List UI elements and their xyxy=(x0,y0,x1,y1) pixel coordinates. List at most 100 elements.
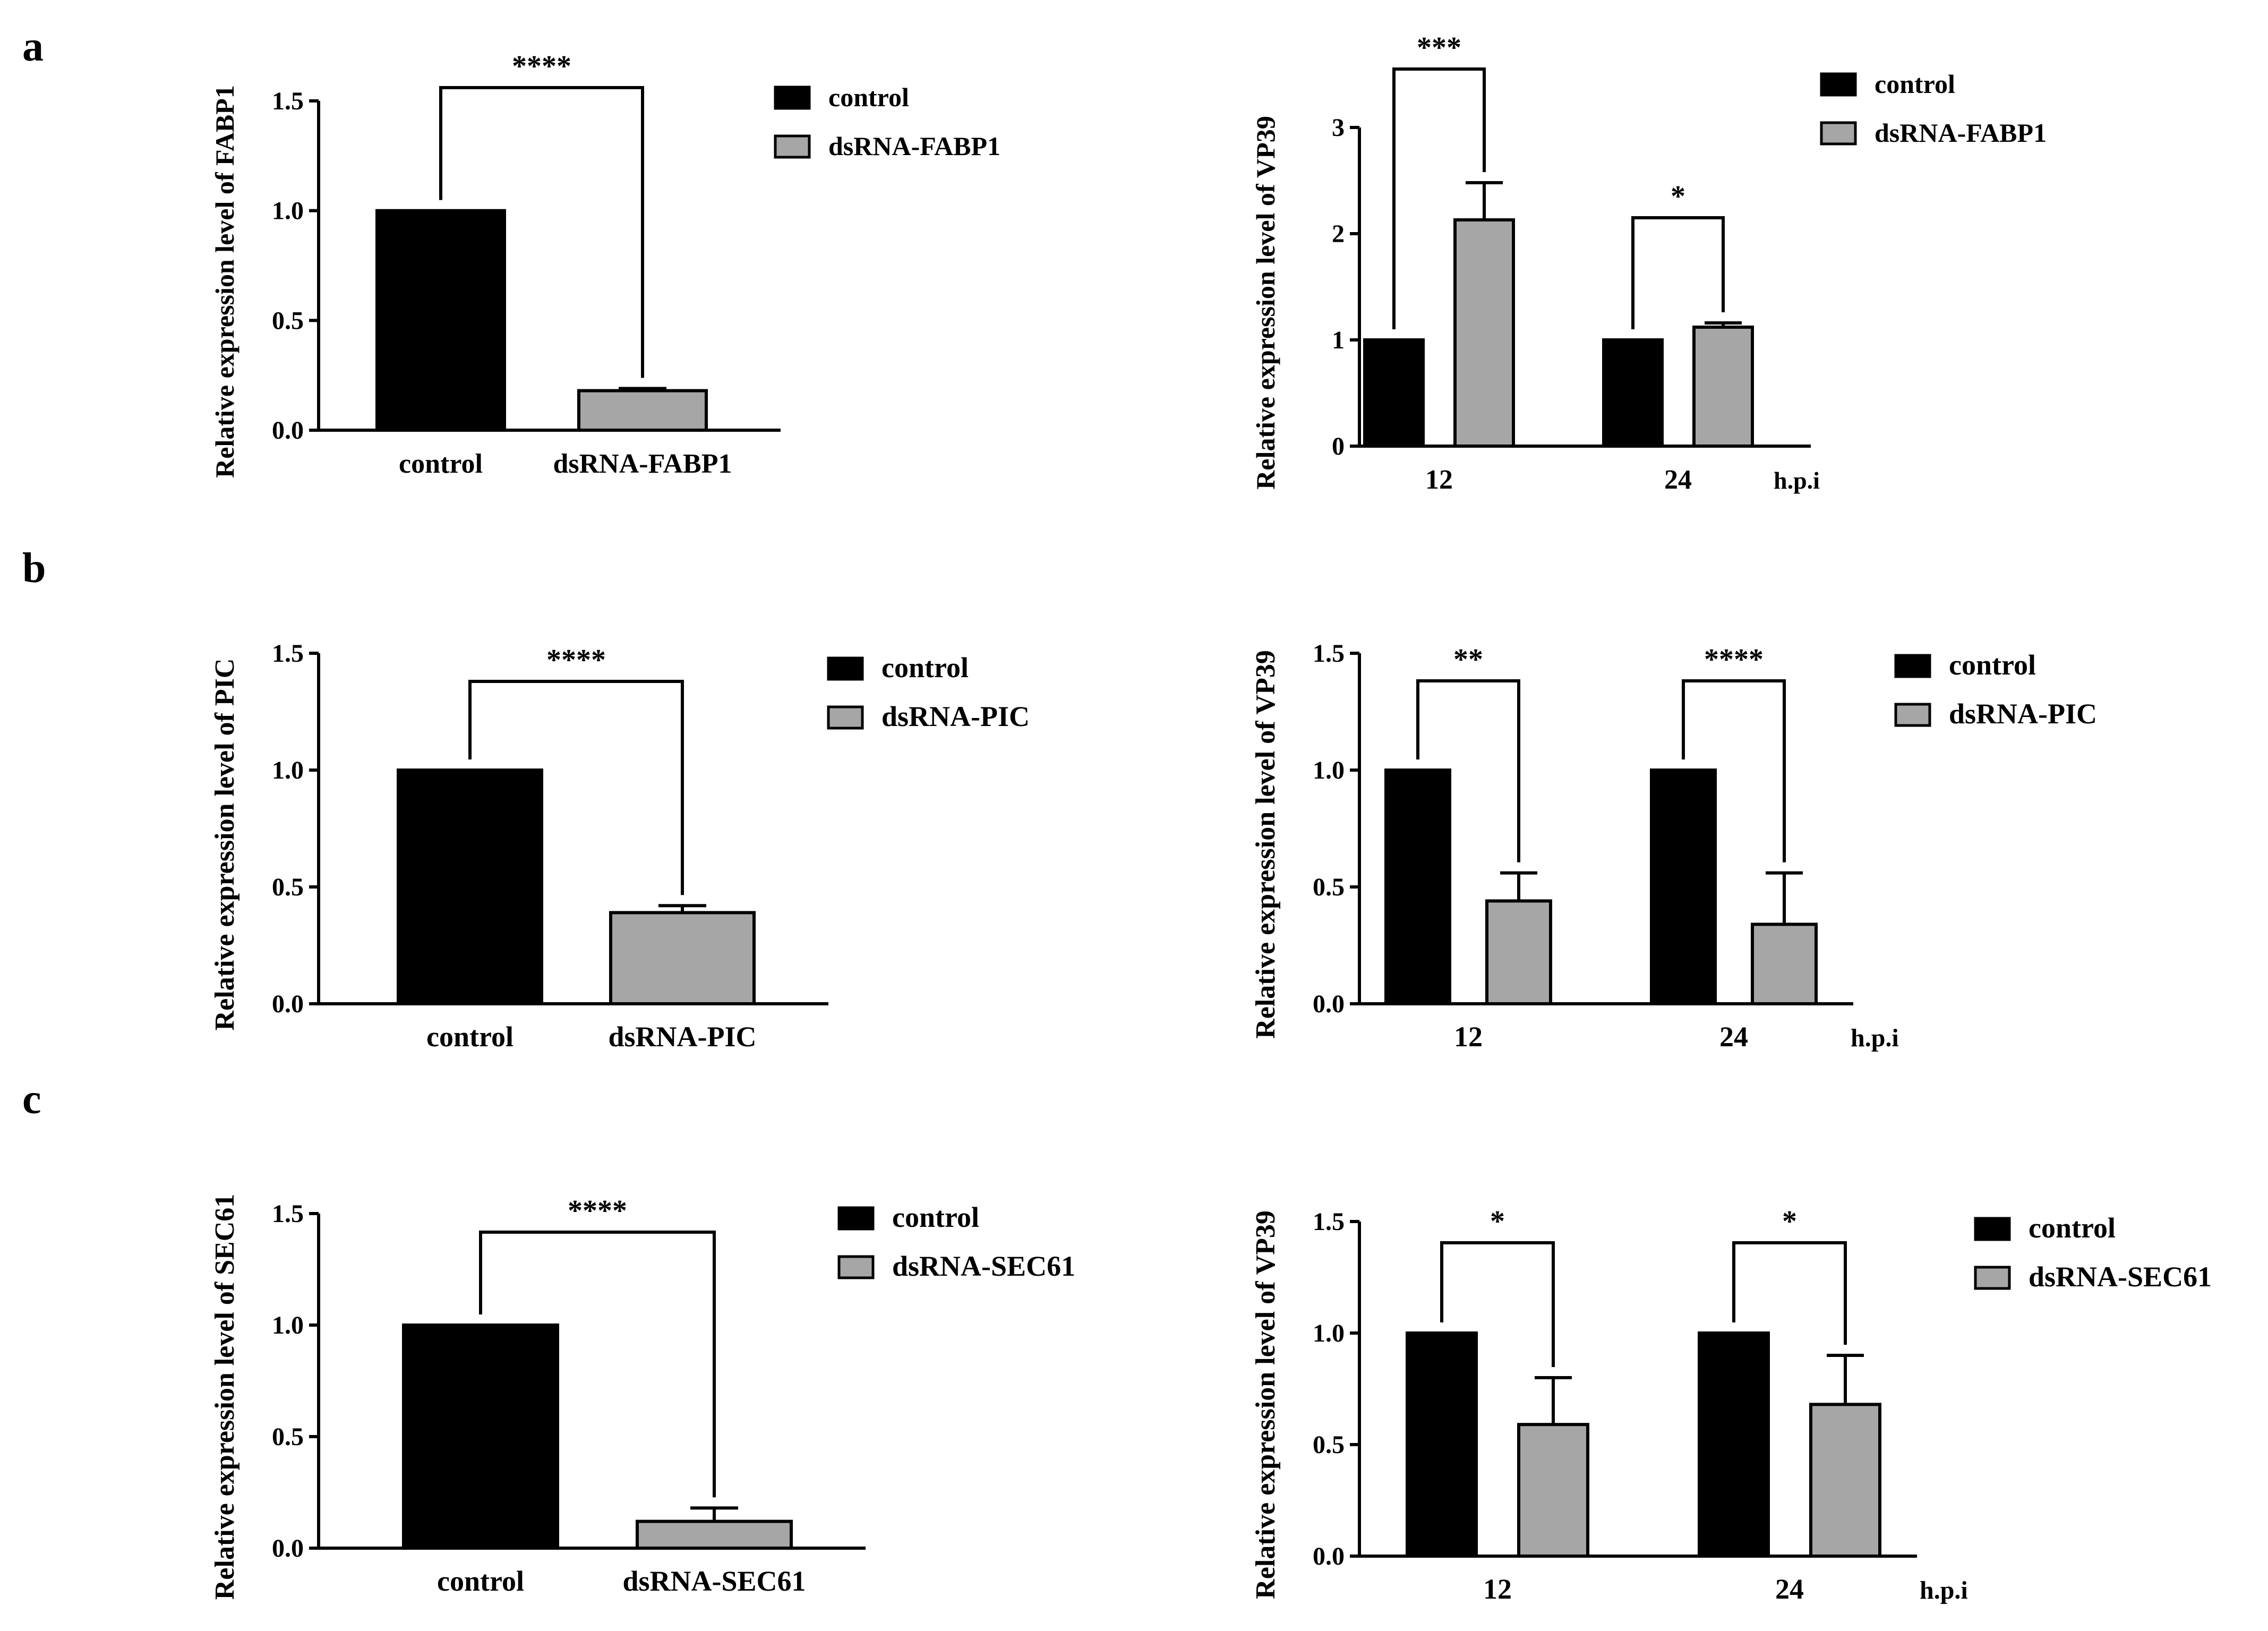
legend-swatch-control xyxy=(774,86,811,110)
x-tick-label: 24 xyxy=(1664,465,1692,495)
legend-label-treatment: dsRNA-SEC61 xyxy=(2029,1261,2212,1293)
y-tick-label: 1.0 xyxy=(1313,756,1345,784)
panel-label-b: b xyxy=(22,545,46,592)
x-tick-label: 24 xyxy=(1719,1021,1748,1053)
y-tick-label: 0.5 xyxy=(272,873,304,901)
bar-control xyxy=(1698,1331,1770,1558)
x-tick-label: control xyxy=(426,1021,513,1053)
y-tick-label: 1.0 xyxy=(272,1311,304,1339)
x-tick-label: 12 xyxy=(1454,1021,1483,1053)
y-tick-label: 1.5 xyxy=(272,1200,304,1228)
x-tick-label: control xyxy=(437,1565,524,1597)
y-tick-label: 3 xyxy=(1332,114,1345,142)
y-axis-label: Relative expression level of FABP1 xyxy=(210,85,239,478)
y-axis-label: Relative expression level of PIC xyxy=(210,659,240,1031)
chart-pic-knockdown: Relative expression level of PIC 0.0 0.5 1.… xyxy=(210,639,1030,1053)
significance-label: **** xyxy=(568,1194,627,1227)
significance-bracket xyxy=(1682,679,1786,863)
y-tick-label: 1 xyxy=(1332,326,1345,354)
y-tick-label: 0.0 xyxy=(1313,1542,1345,1570)
chart-fabp1-knockdown: Relative expression level of FABP1 0.0 0.5… xyxy=(210,50,1000,479)
legend-label-control: control xyxy=(1949,649,2036,681)
legend-swatch-treatment xyxy=(1974,1266,2011,1290)
bar-treatment xyxy=(636,1519,793,1550)
y-tick-label: 0.0 xyxy=(272,416,304,445)
legend-label-treatment: dsRNA-FABP1 xyxy=(828,131,1000,161)
significance-bracket xyxy=(1440,1241,1555,1367)
bar-treatment xyxy=(1751,923,1818,1006)
bar-control xyxy=(397,768,543,1005)
legend-label-treatment: dsRNA-PIC xyxy=(1949,698,2097,730)
significance-label: * xyxy=(1490,1205,1505,1238)
bar-control xyxy=(402,1323,559,1550)
y-tick-label: 1.0 xyxy=(272,756,304,784)
legend-swatch-control xyxy=(1974,1217,2011,1241)
legend-label-control: control xyxy=(2029,1212,2116,1244)
y-axis-label: Relative expression level of VP39 xyxy=(1251,116,1280,490)
legend-label-control: control xyxy=(881,652,969,684)
legend-label-treatment: dsRNA-FABP1 xyxy=(1875,118,2047,148)
y-tick-label: 1.5 xyxy=(1313,1208,1345,1236)
legend-swatch-control xyxy=(1894,654,1931,678)
bar-treatment xyxy=(1453,218,1515,448)
chart-vp39-after-pic: Relative expression level of VP39 0.0 0.5 1… xyxy=(1251,639,2097,1053)
x-tick-label: dsRNA-FABP1 xyxy=(553,449,732,479)
legend-swatch-treatment xyxy=(837,1255,875,1279)
significance-label: * xyxy=(1671,180,1685,213)
x-unit-label: h.p.i xyxy=(1774,467,1820,494)
significance-label: **** xyxy=(546,644,606,677)
y-tick-label: 1.5 xyxy=(272,87,304,115)
y-tick-label: 2 xyxy=(1332,220,1345,248)
chart-vp39-after-fabp1: Relative expression level of VP39 012312*… xyxy=(1251,31,2047,495)
legend-swatch-treatment xyxy=(827,705,864,730)
significance-bracket xyxy=(1416,679,1520,863)
x-tick-label: 12 xyxy=(1425,465,1453,495)
significance-label: *** xyxy=(1417,31,1461,64)
y-tick-label: 1.5 xyxy=(1313,639,1345,668)
bar-treatment xyxy=(577,389,708,432)
y-tick-label: 0 xyxy=(1332,432,1345,460)
x-unit-label: h.p.i xyxy=(1920,1576,1968,1604)
bar-treatment xyxy=(1517,1423,1589,1558)
bar-treatment xyxy=(609,911,756,1006)
y-tick-label: 0.5 xyxy=(1313,873,1345,901)
significance-bracket xyxy=(439,86,644,378)
legend-label-treatment: dsRNA-PIC xyxy=(881,701,1030,732)
legend-label-treatment: dsRNA-SEC61 xyxy=(892,1250,1075,1282)
legend-swatch-treatment xyxy=(1894,703,1931,727)
x-unit-label: h.p.i xyxy=(1851,1024,1899,1052)
legend-swatch-control xyxy=(837,1206,875,1231)
y-tick-label: 0.0 xyxy=(272,1534,304,1562)
significance-bracket xyxy=(468,680,684,895)
y-tick-label: 1.5 xyxy=(272,639,304,668)
bar-control xyxy=(1602,338,1664,448)
bar-control xyxy=(1363,338,1425,448)
y-axis-label: Relative expression level of VP39 xyxy=(1251,650,1281,1039)
y-axis-label: Relative expression level of VP39 xyxy=(1251,1210,1281,1599)
panel-label-a: a xyxy=(22,23,44,70)
y-tick-label: 0.0 xyxy=(1313,990,1345,1018)
bar-control xyxy=(1650,768,1717,1005)
x-tick-label: dsRNA-PIC xyxy=(608,1021,756,1053)
significance-bracket xyxy=(1732,1241,1847,1345)
y-tick-label: 1.0 xyxy=(1313,1319,1345,1347)
legend-label-control: control xyxy=(828,82,909,112)
y-axis-label: Relative expression level of SEC61 xyxy=(210,1194,240,1600)
x-tick-label: 24 xyxy=(1775,1573,1804,1605)
legend-label-control: control xyxy=(892,1201,979,1233)
significance-label: ** xyxy=(1453,643,1483,676)
chart-sec61-knockdown: Relative expression level of SEC61 0.0 0.5… xyxy=(210,1194,1075,1600)
bar-treatment xyxy=(1809,1403,1881,1558)
x-tick-label: dsRNA-SEC61 xyxy=(622,1565,806,1597)
legend-swatch-treatment xyxy=(774,134,811,159)
bar-treatment xyxy=(1485,899,1552,1006)
significance-bracket xyxy=(1631,216,1725,329)
chart-vp39-after-sec61: Relative expression level of VP39 0.0 0.5 1… xyxy=(1251,1205,2212,1605)
significance-bracket xyxy=(1392,67,1486,329)
bar-treatment xyxy=(1692,326,1754,448)
bar-control xyxy=(1406,1331,1478,1558)
significance-bracket xyxy=(479,1231,716,1498)
y-tick-label: 0.5 xyxy=(1313,1431,1345,1459)
legend-swatch-treatment xyxy=(1820,121,1857,146)
